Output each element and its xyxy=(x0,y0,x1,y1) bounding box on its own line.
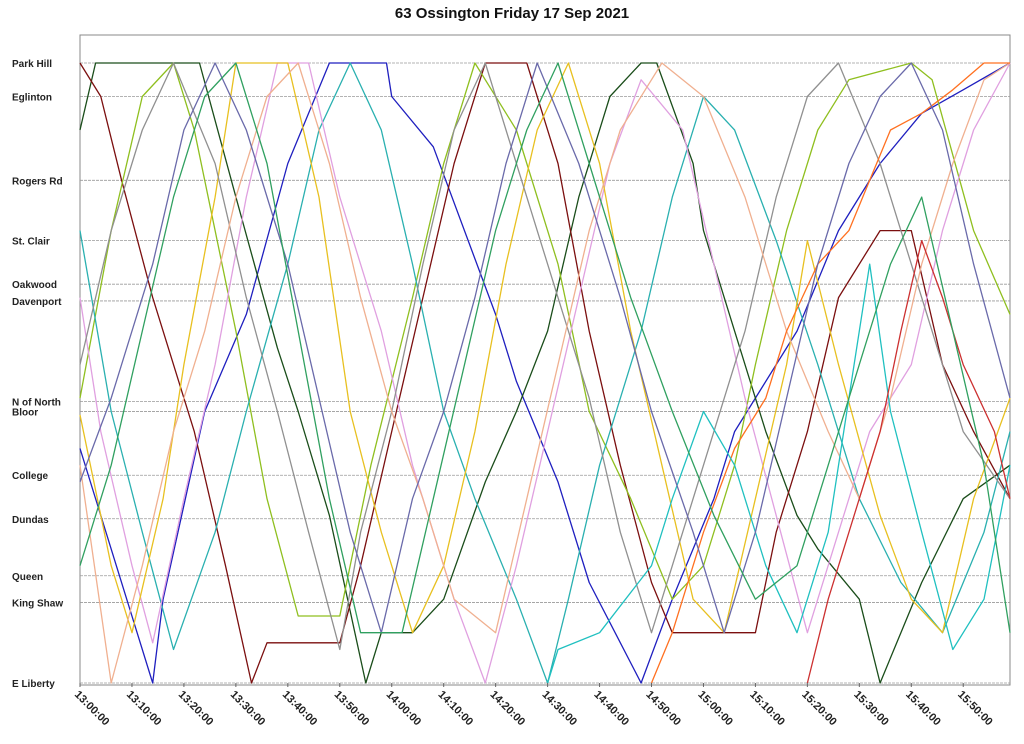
chart-title: 63 Ossington Friday 17 Sep 2021 xyxy=(394,5,630,22)
series-line-10 xyxy=(650,62,1010,684)
x-tick-label: 13:40:00 xyxy=(280,689,320,729)
stop-label: Park Hill xyxy=(12,59,52,70)
x-tick-label: 14:40:00 xyxy=(591,689,631,729)
series-line-13 xyxy=(806,239,1011,684)
stop-label: College xyxy=(12,471,49,482)
x-tick-label: 13:10:00 xyxy=(124,689,164,729)
x-tick-label: 13:20:00 xyxy=(176,689,216,729)
stop-label: King Shaw xyxy=(12,599,63,610)
stop-label: Queen xyxy=(12,572,43,583)
x-tick-label: 15:10:00 xyxy=(747,689,787,729)
stop-label: Eglinton xyxy=(12,93,52,104)
series-line-12 xyxy=(79,62,1011,634)
stop-label: E Liberty xyxy=(12,679,55,690)
x-tick-label: 14:20:00 xyxy=(488,689,528,729)
series-line-3 xyxy=(79,62,1011,684)
x-tick-label: 14:00:00 xyxy=(384,689,424,729)
series-line-6 xyxy=(79,62,1011,684)
series-line-11 xyxy=(546,263,1011,684)
x-tick-label: 15:20:00 xyxy=(799,689,839,729)
x-tick-label: 15:40:00 xyxy=(903,689,943,729)
stop-label: Davenport xyxy=(12,297,62,308)
x-axis-ticks: 13:00:00 13:10:00 13:20:00 13:30:00 13:40:00… xyxy=(72,683,995,728)
gridlines xyxy=(80,62,1010,684)
x-tick-label: 14:50:00 xyxy=(643,689,683,729)
x-tick-label: 15:30:00 xyxy=(851,689,891,729)
series-line-1 xyxy=(79,62,1011,684)
stop-label: Oakwood xyxy=(12,280,57,291)
stop-label: Dundas xyxy=(12,515,49,526)
stop-label: Bloor xyxy=(12,408,38,419)
series-line-4 xyxy=(79,62,1011,617)
series-line-7 xyxy=(79,62,1011,634)
x-tick-label: 14:30:00 xyxy=(539,689,579,729)
plot-area-border xyxy=(79,34,1011,686)
stop-label: St. Clair xyxy=(12,237,50,248)
x-tick-label: 14:10:00 xyxy=(436,689,476,729)
series-line-14 xyxy=(79,62,1011,634)
x-tick-label: 15:00:00 xyxy=(695,689,735,729)
stop-labels: Park Hill Eglinton Rogers Rd St. Clair Oakwo… xyxy=(12,59,63,690)
x-tick-label: 13:50:00 xyxy=(332,689,372,729)
series-lines xyxy=(79,62,1011,684)
x-tick-label: 13:30:00 xyxy=(228,689,268,729)
x-tick-label: 15:50:00 xyxy=(955,689,995,729)
stop-label: N of North xyxy=(12,397,61,408)
stop-label: Rogers Rd xyxy=(12,176,63,187)
x-tick-label: 13:00:00 xyxy=(72,689,112,729)
series-line-8 xyxy=(79,62,1011,651)
